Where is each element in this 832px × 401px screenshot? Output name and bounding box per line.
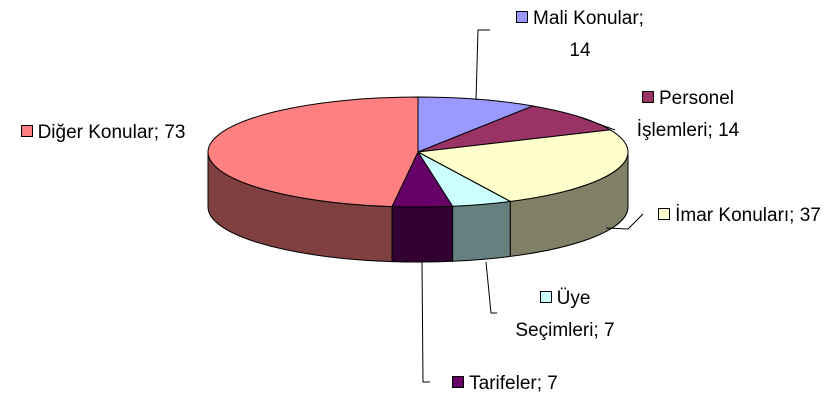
slice xyxy=(207,96,419,208)
leader-line xyxy=(485,261,497,314)
label-name: Mali Konular; xyxy=(533,8,644,29)
label-value: 7 xyxy=(547,373,558,394)
label-value: 37 xyxy=(799,205,821,226)
leader-line xyxy=(579,116,616,131)
label-value: 73 xyxy=(164,122,186,143)
slice xyxy=(416,129,629,202)
label-value: 14 xyxy=(718,120,740,141)
leader-line xyxy=(475,29,490,101)
label-name: Personel İşlemleri; xyxy=(636,88,734,141)
label-name: Üye Seçimleri; xyxy=(515,288,599,341)
legend-key xyxy=(516,11,529,23)
legend-key xyxy=(452,376,465,388)
slice xyxy=(417,105,612,153)
label-name: Tarifeler; xyxy=(469,373,542,394)
leader-line xyxy=(605,213,644,230)
label-value: 7 xyxy=(604,320,615,341)
legend-key xyxy=(658,208,671,220)
label-name: İmar Konuları; xyxy=(675,205,795,226)
data-label: İmar Konuları; 37 xyxy=(647,200,832,232)
label-name: Diğer Konular; xyxy=(37,122,160,143)
data-label: Mali Konular; 14 xyxy=(505,3,655,67)
pie xyxy=(207,96,629,263)
leader-line xyxy=(421,261,430,383)
data-label: Diğer Konular; 73 xyxy=(13,117,193,149)
data-label: Tarifeler; 7 xyxy=(420,368,590,400)
legend-key xyxy=(642,91,654,103)
data-label: Personel İşlemleri; 14 xyxy=(613,83,763,147)
slice-side xyxy=(391,205,454,263)
legend-key xyxy=(539,291,552,303)
slice xyxy=(417,96,535,153)
label-value: 14 xyxy=(569,40,591,61)
slice-side xyxy=(452,200,511,262)
legend-key xyxy=(20,125,33,137)
data-label: Üye Seçimleri; 7 xyxy=(500,283,630,347)
